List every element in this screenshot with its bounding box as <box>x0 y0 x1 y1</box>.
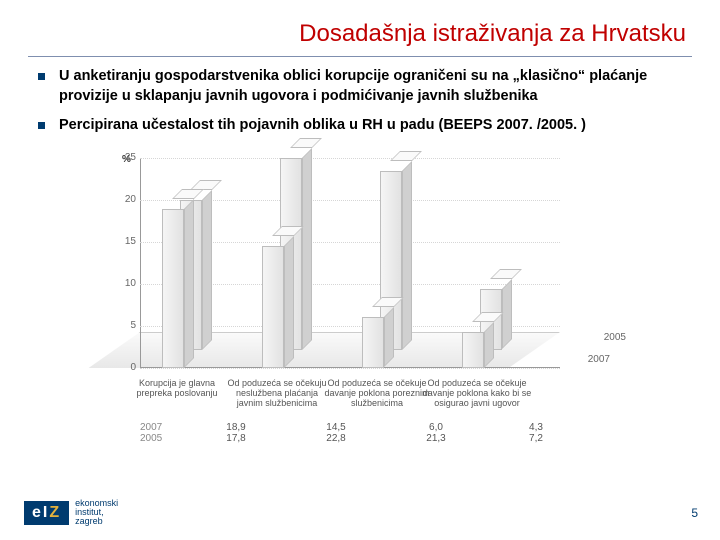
row-header: 2005 <box>140 433 186 444</box>
series-label-back: 2005 <box>604 332 626 343</box>
logo-text: ekonomski institut, zagreb <box>75 499 118 526</box>
y-axis <box>140 158 141 368</box>
y-tick-label: 20 <box>114 194 136 205</box>
bullet-text: Percipirana učestalost tih pojavnih obli… <box>59 116 586 136</box>
page-number: 5 <box>691 506 698 520</box>
y-tick-label: 15 <box>114 236 136 247</box>
table-cell: 4,3 <box>486 422 586 433</box>
logo: eIZ ekonomski institut, zagreb <box>24 499 118 526</box>
data-table: 2007 18,9 14,5 6,0 4,3 2005 17,8 22,8 21… <box>140 422 600 444</box>
logo-letter: e <box>32 504 43 521</box>
row-header: 2007 <box>140 422 186 433</box>
chart-plot-area: 0510152025 <box>140 158 560 368</box>
y-tick-label: 10 <box>114 278 136 289</box>
y-tick-label: 5 <box>114 320 136 331</box>
table-cell: 17,8 <box>186 433 286 444</box>
title-divider <box>28 56 692 57</box>
table-row: 2005 17,8 22,8 21,3 7,2 <box>140 433 600 444</box>
logo-line: zagreb <box>75 517 118 526</box>
logo-letter: Z <box>49 504 61 521</box>
y-tick-label: 25 <box>114 152 136 163</box>
category-label: Od poduzeća se očekuju neslužbena plaćan… <box>222 378 332 409</box>
y-tick-label: 0 <box>114 362 136 373</box>
bullet-item: U anketiranju gospodarstvenika oblici ko… <box>38 67 682 106</box>
category-label: Od poduzeća se očekuje davanje poklona k… <box>422 378 532 409</box>
bullet-text: U anketiranju gospodarstvenika oblici ko… <box>59 67 682 106</box>
table-row: 2007 18,9 14,5 6,0 4,3 <box>140 422 600 433</box>
table-cell: 6,0 <box>386 422 486 433</box>
table-cell: 18,9 <box>186 422 286 433</box>
bullet-item: Percipirana učestalost tih pojavnih obli… <box>38 116 682 136</box>
logo-badge: eIZ <box>24 501 69 525</box>
category-label: Od poduzeća se očekuje davanje poklona p… <box>322 378 432 409</box>
gridline <box>140 158 560 159</box>
bullet-square-icon <box>38 122 45 129</box>
bullet-list: U anketiranju gospodarstvenika oblici ko… <box>28 67 692 154</box>
table-cell: 14,5 <box>286 422 386 433</box>
gridline <box>140 368 560 369</box>
category-label: Korupcija je glavna prepreka poslovanju <box>122 378 232 399</box>
series-label-front: 2007 <box>588 354 610 365</box>
table-cell: 22,8 <box>286 433 386 444</box>
slide-title: Dosadašnja istraživanja za Hrvatsku <box>28 20 692 48</box>
chart-container: % 0510152025 2005 2007 Korupcija je glav… <box>80 154 640 454</box>
table-cell: 21,3 <box>386 433 486 444</box>
bullet-square-icon <box>38 73 45 80</box>
table-cell: 7,2 <box>486 433 586 444</box>
